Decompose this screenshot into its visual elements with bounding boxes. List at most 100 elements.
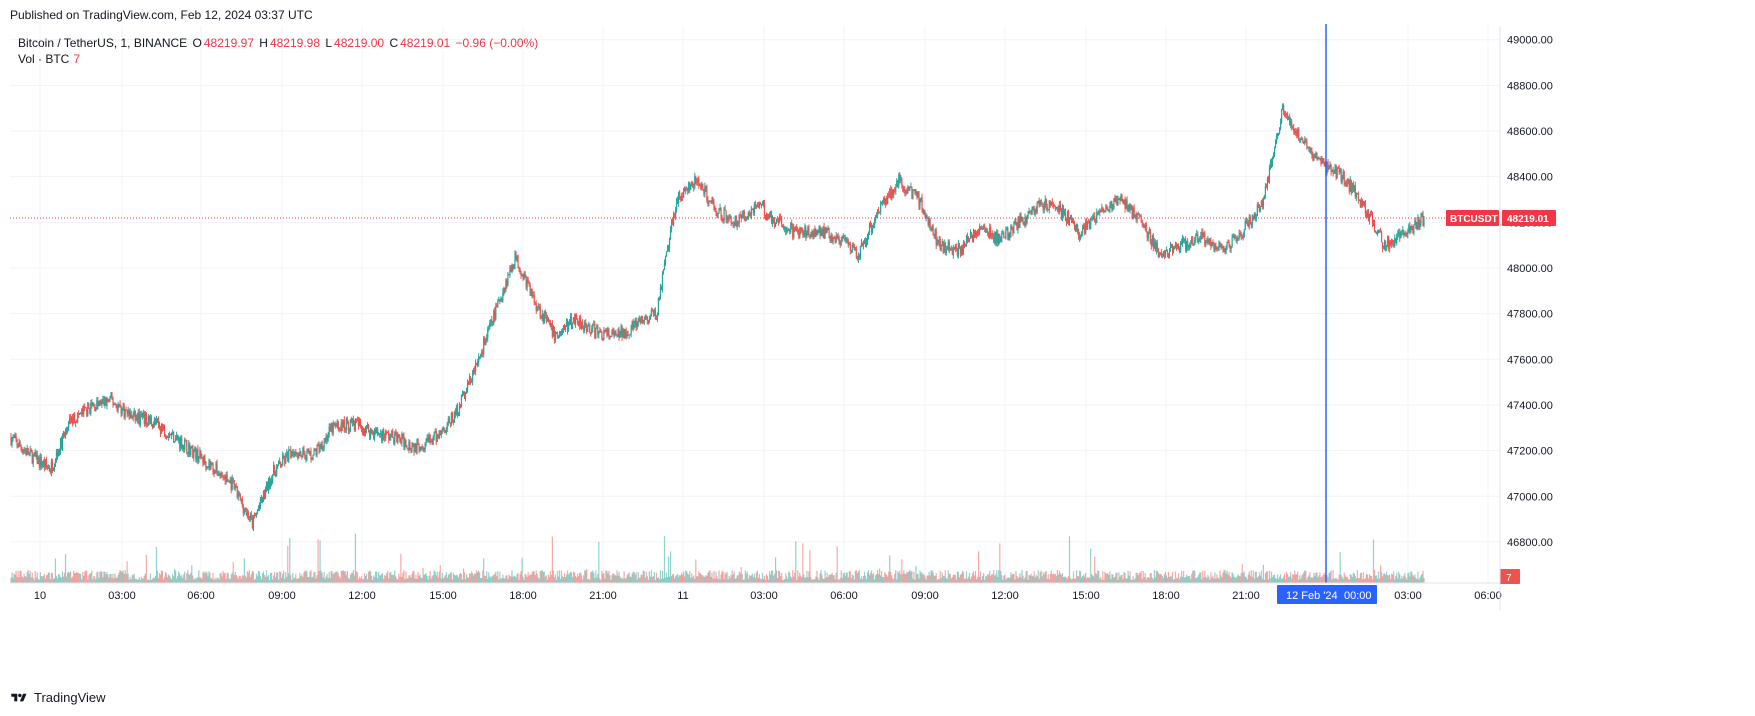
candle-body (1006, 228, 1008, 231)
volume-bar (803, 574, 805, 583)
volume-bar (747, 578, 749, 583)
candle-body (1228, 242, 1230, 246)
candle-body (968, 238, 971, 241)
volume-bar (1199, 572, 1201, 583)
candle-body (303, 448, 305, 452)
candle-body (625, 329, 627, 337)
candle-body (82, 409, 84, 414)
candle-body (1225, 247, 1227, 253)
volume-bar (1314, 575, 1316, 583)
volume-bar (1148, 578, 1150, 583)
volume-bar (1057, 574, 1059, 583)
volume-bar (862, 575, 865, 583)
volume-bar (952, 574, 954, 583)
candle-body (860, 242, 863, 247)
candle-body (655, 319, 657, 321)
volume-bar (687, 573, 689, 583)
candle-body (764, 215, 767, 217)
volume-bar (543, 571, 545, 583)
volume-bar (1123, 571, 1125, 583)
volume-bar (449, 572, 451, 583)
candle-body (676, 198, 678, 210)
volume-bar (285, 572, 287, 583)
volume-bar (1167, 571, 1170, 583)
candle-body (64, 431, 67, 436)
symbol-name[interactable]: Bitcoin / TetherUS, 1, BINANCE (18, 36, 188, 50)
volume-bar (475, 573, 477, 583)
candle-body (899, 174, 901, 180)
candle-body (983, 225, 985, 228)
volume-bar (894, 573, 896, 583)
candle-body (497, 301, 499, 307)
volume-bar (1181, 570, 1183, 583)
candle-body (384, 437, 386, 439)
candle-body (1316, 152, 1318, 159)
candle-body (1168, 251, 1171, 255)
candle-body (471, 373, 474, 382)
volume-bar (640, 574, 642, 583)
candle-body (510, 267, 512, 271)
candle-body (334, 424, 336, 426)
volume-bar (1267, 579, 1270, 583)
candle-body (1127, 208, 1129, 210)
volume-bar (182, 578, 184, 583)
candle-body (723, 208, 725, 221)
candle-body (447, 418, 449, 424)
volume-bar (932, 572, 934, 583)
volume-bar (519, 574, 521, 583)
volume-bar (557, 576, 560, 583)
candle-body (909, 186, 911, 191)
candle-body (947, 241, 949, 249)
volume-bar (696, 576, 698, 583)
volume-bar (479, 572, 481, 583)
volume-bar (154, 575, 157, 583)
candle-body (487, 328, 489, 338)
candle-body (325, 435, 327, 442)
candle-body (1132, 207, 1134, 219)
volume-bar (1109, 571, 1111, 583)
volume-label[interactable]: Vol · BTC (18, 52, 70, 66)
volume-bar (566, 570, 569, 583)
candle-body (1036, 203, 1038, 213)
candle-body (847, 241, 849, 245)
volume-bar (767, 579, 770, 583)
candle-body (568, 321, 571, 325)
candle-body (907, 186, 909, 194)
candle-body (118, 404, 120, 406)
volume-bar (1240, 572, 1242, 583)
candle-body (557, 335, 560, 338)
volume-bar (243, 558, 245, 583)
volume-bar (950, 578, 952, 583)
volume-bar (86, 570, 88, 583)
volume-bar (397, 579, 399, 583)
candle-body (679, 192, 681, 197)
volume-bar (88, 575, 90, 583)
candle-body (154, 419, 157, 424)
candle-body (1113, 198, 1115, 208)
volume-bar (758, 574, 761, 583)
volume-bar (812, 579, 814, 583)
volume-bar (976, 576, 979, 583)
volume-bar (652, 575, 654, 583)
candle-body (801, 229, 803, 231)
volume-bar (527, 572, 529, 583)
candle-body (859, 246, 862, 258)
candle-body (1231, 237, 1233, 248)
candle-body (53, 465, 56, 469)
candle-body (286, 452, 288, 455)
candle-body (349, 418, 351, 430)
candle-body (1005, 230, 1007, 239)
volume-bar (1371, 579, 1374, 583)
candle-body (46, 465, 48, 468)
volume-bar (1224, 570, 1226, 583)
candle-body (1394, 238, 1396, 247)
volume-bar (773, 573, 776, 583)
volume-bar (893, 578, 895, 583)
volume-bar (956, 571, 958, 583)
volume-bar (1393, 571, 1395, 583)
volume-bar (969, 579, 972, 583)
candle-body (1241, 238, 1243, 240)
candle-body (678, 192, 680, 204)
volume-bar (188, 574, 190, 583)
